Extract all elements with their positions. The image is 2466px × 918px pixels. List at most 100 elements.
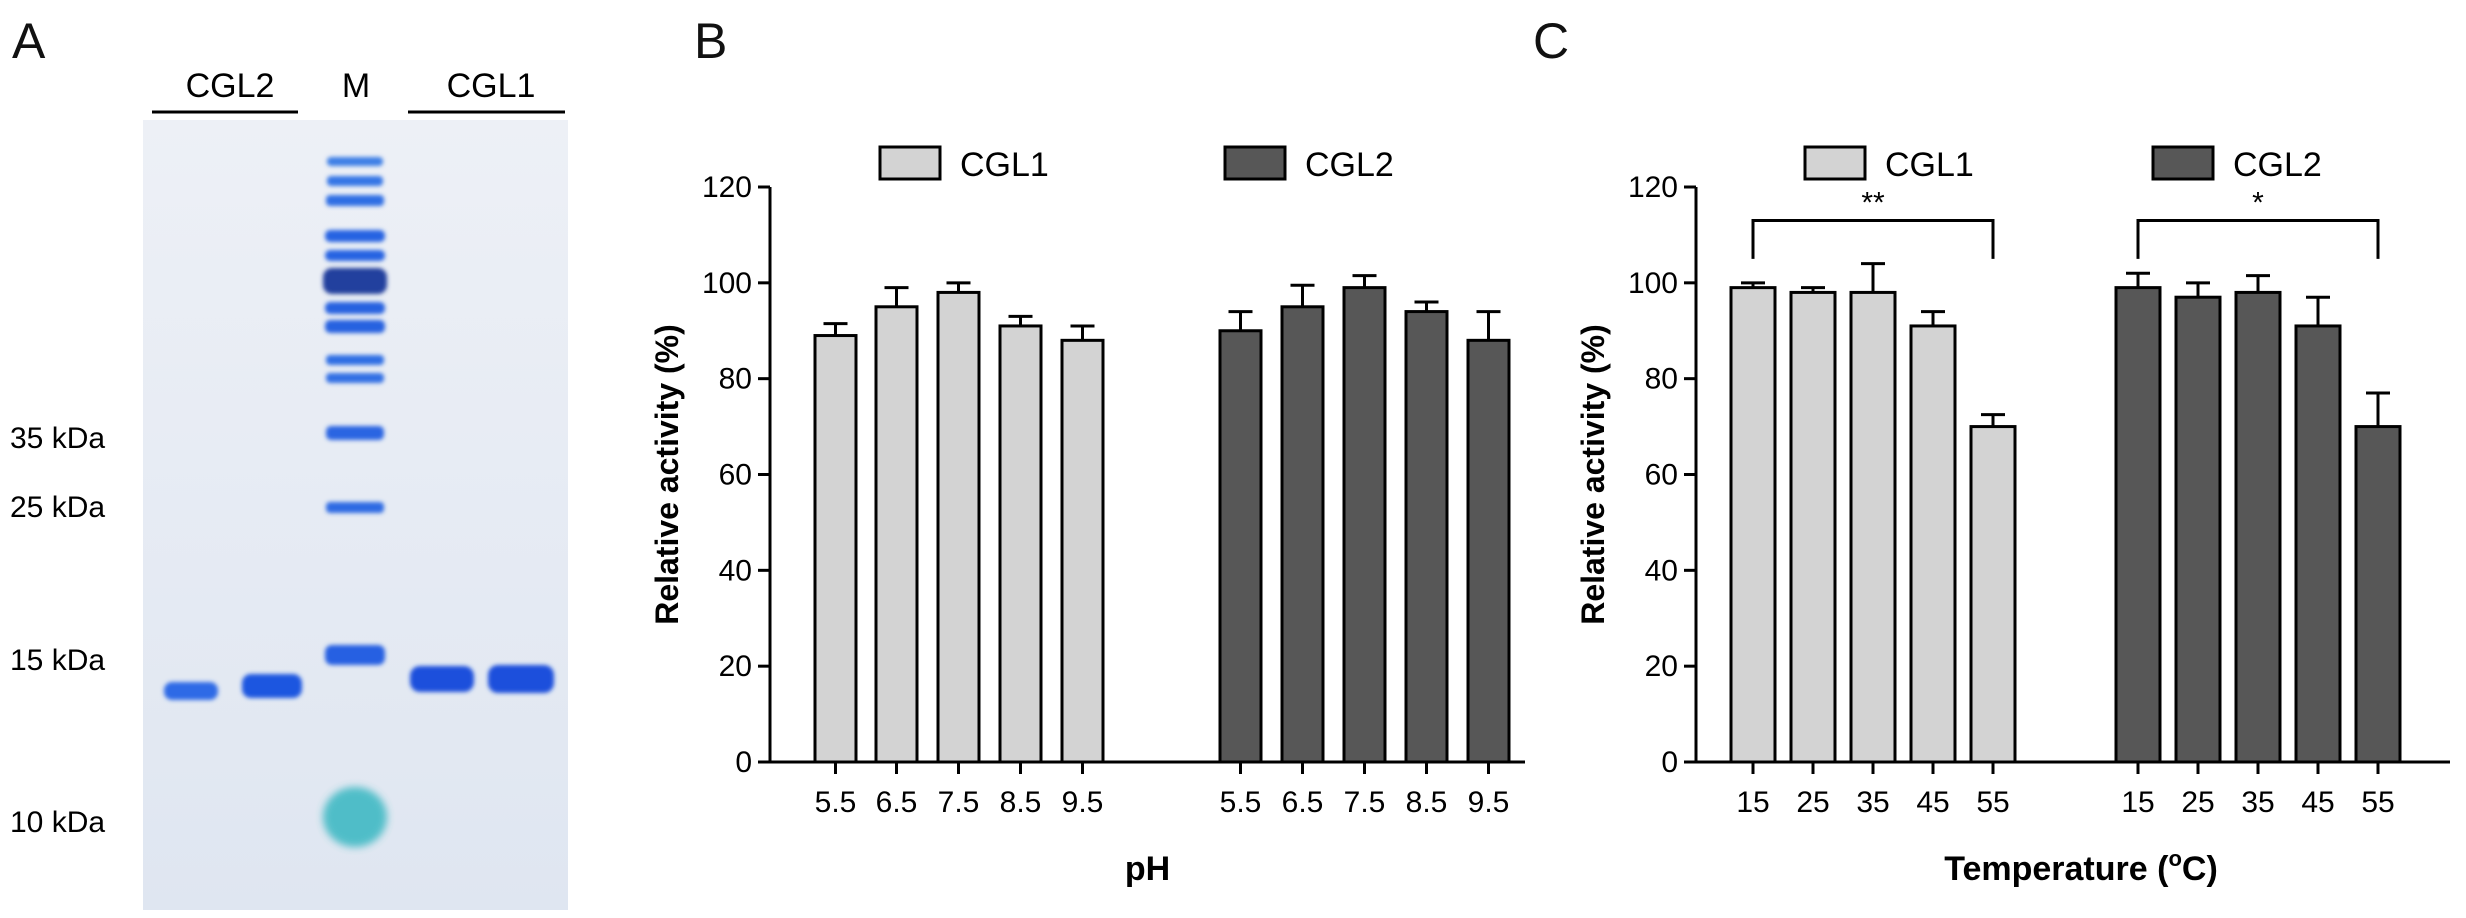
bar-cgl1-9-5 — [1060, 338, 1105, 764]
legend-swatch-cgl2 — [1223, 145, 1287, 181]
x-tick-label: 25 — [2181, 786, 2214, 819]
ladder-band — [325, 230, 385, 242]
ladder-band — [326, 355, 384, 365]
bar-cgl1-6-5 — [874, 305, 919, 764]
legend-label-cgl2: CGL2 — [1305, 146, 1394, 184]
band-cgl1-lane1 — [410, 666, 474, 692]
bar-cgl2-6-5 — [1280, 305, 1325, 764]
significance-bracket-cgl1 — [1751, 219, 1995, 259]
x-tick-label: 5.5 — [1220, 786, 1262, 819]
panel-letter-b: B — [694, 13, 728, 69]
y-tick-label: 40 — [719, 554, 752, 587]
y-tick-label: 60 — [719, 459, 752, 492]
y-tick-label: 100 — [702, 267, 752, 300]
x-tick-label: 15 — [1736, 786, 1769, 819]
y-tick-label: 120 — [702, 171, 752, 204]
x-tick-label: 45 — [1916, 786, 1949, 819]
bar-cgl1-45 — [1909, 324, 1957, 764]
x-tick-label: 55 — [1976, 786, 2009, 819]
bar-cgl2-15 — [2114, 286, 2162, 764]
x-tick-label: 9.5 — [1468, 786, 1510, 819]
x-tick-label: 9.5 — [1062, 786, 1104, 819]
x-tick-label: 35 — [1856, 786, 1889, 819]
bar-cgl1-55 — [1969, 425, 2017, 764]
y-tick-label: 0 — [735, 746, 752, 779]
panel-letter-c: C — [1533, 13, 1570, 69]
x-tick-label: 8.5 — [1406, 786, 1448, 819]
ladder-band — [325, 302, 385, 314]
legend-swatch-cgl2 — [2151, 145, 2215, 181]
x-tick-label: 7.5 — [1344, 786, 1386, 819]
x-tick-label: 6.5 — [876, 786, 918, 819]
y-tick-label: 100 — [1628, 267, 1678, 300]
x-axis-title: Temperature (oC) — [1944, 846, 2218, 888]
band-cgl1-lane2 — [488, 665, 554, 693]
y-axis-title: Relative activity (%) — [1575, 324, 1611, 625]
legend-label-cgl1: CGL1 — [1885, 146, 1974, 184]
ladder-band — [326, 195, 384, 206]
gel-label-cgl2: CGL2 — [186, 67, 275, 105]
gel-label-cgl1: CGL1 — [447, 67, 536, 105]
ladder-band — [325, 250, 385, 261]
bar-cgl1-25 — [1789, 290, 1837, 764]
y-axis-title: Relative activity (%) — [649, 324, 685, 625]
legend-swatch-cgl1 — [878, 145, 942, 181]
marker-ladder — [323, 157, 387, 665]
x-tick-label: 7.5 — [938, 786, 980, 819]
bar-cgl2-7-5 — [1342, 286, 1387, 764]
legend-label-cgl1: CGL1 — [960, 146, 1049, 184]
bar-cgl2-45 — [2294, 324, 2342, 764]
y-tick-label: 0 — [1661, 746, 1678, 779]
bar-cgl2-5-5 — [1218, 329, 1263, 764]
significance-label-cgl2: * — [2252, 187, 2264, 220]
bar-cgl2-35 — [2234, 290, 2282, 764]
ladder-band — [327, 157, 383, 166]
band-cgl2-lane2 — [242, 674, 302, 698]
x-axis-title: pH — [1125, 850, 1170, 888]
significance-bracket-cgl2 — [2136, 219, 2380, 259]
kda-label-15: 15 kDa — [10, 644, 105, 677]
x-tick-label: 6.5 — [1282, 786, 1324, 819]
x-tick-label: 55 — [2361, 786, 2394, 819]
bar-cgl1-15 — [1729, 286, 1777, 764]
y-tick-label: 120 — [1628, 171, 1678, 204]
ladder-band — [327, 176, 383, 186]
x-tick-label: 8.5 — [1000, 786, 1042, 819]
marker-low-band — [323, 787, 387, 847]
ladder-band — [325, 645, 385, 665]
ladder-band — [326, 502, 384, 513]
significance-label-cgl1: ** — [1861, 187, 1885, 220]
ladder-band — [326, 426, 384, 440]
kda-label-10: 10 kDa — [10, 806, 105, 839]
legend-swatch-cgl1 — [1803, 145, 1867, 181]
bar-cgl1-35 — [1849, 290, 1897, 764]
bar-cgl2-8-5 — [1404, 310, 1449, 764]
band-cgl2-lane1 — [164, 682, 218, 700]
y-tick-label: 80 — [719, 363, 752, 396]
sample-bands — [164, 665, 554, 700]
bar-cgl2-25 — [2174, 295, 2222, 764]
ladder-band — [325, 320, 385, 333]
x-tick-label: 45 — [2301, 786, 2334, 819]
y-tick-label: 40 — [1645, 554, 1678, 587]
x-tick-label: 35 — [2241, 786, 2274, 819]
x-tick-label: 25 — [1796, 786, 1829, 819]
gel-figure: CGL2 M CGL1 35 kDa 25 kDa 15 kDa 10 kDa — [10, 67, 568, 910]
ladder-band — [326, 373, 384, 383]
gel-panel: CGL2 M CGL1 35 kDa 25 kDa 15 kDa 10 kDa — [0, 0, 600, 918]
kda-label-25: 25 kDa — [10, 491, 105, 524]
kda-label-35: 35 kDa — [10, 422, 105, 455]
gel-label-marker: M — [342, 67, 370, 105]
y-tick-label: 20 — [719, 650, 752, 683]
ladder-band — [323, 268, 387, 294]
panel-letter-a: A — [12, 13, 46, 69]
y-tick-label: 60 — [1645, 459, 1678, 492]
y-tick-label: 20 — [1645, 650, 1678, 683]
legend-label-cgl2: CGL2 — [2233, 146, 2322, 184]
bar-cgl2-55 — [2354, 425, 2402, 764]
x-tick-label: 5.5 — [815, 786, 857, 819]
bar-cgl2-9-5 — [1466, 338, 1511, 764]
x-tick-label: 15 — [2121, 786, 2154, 819]
